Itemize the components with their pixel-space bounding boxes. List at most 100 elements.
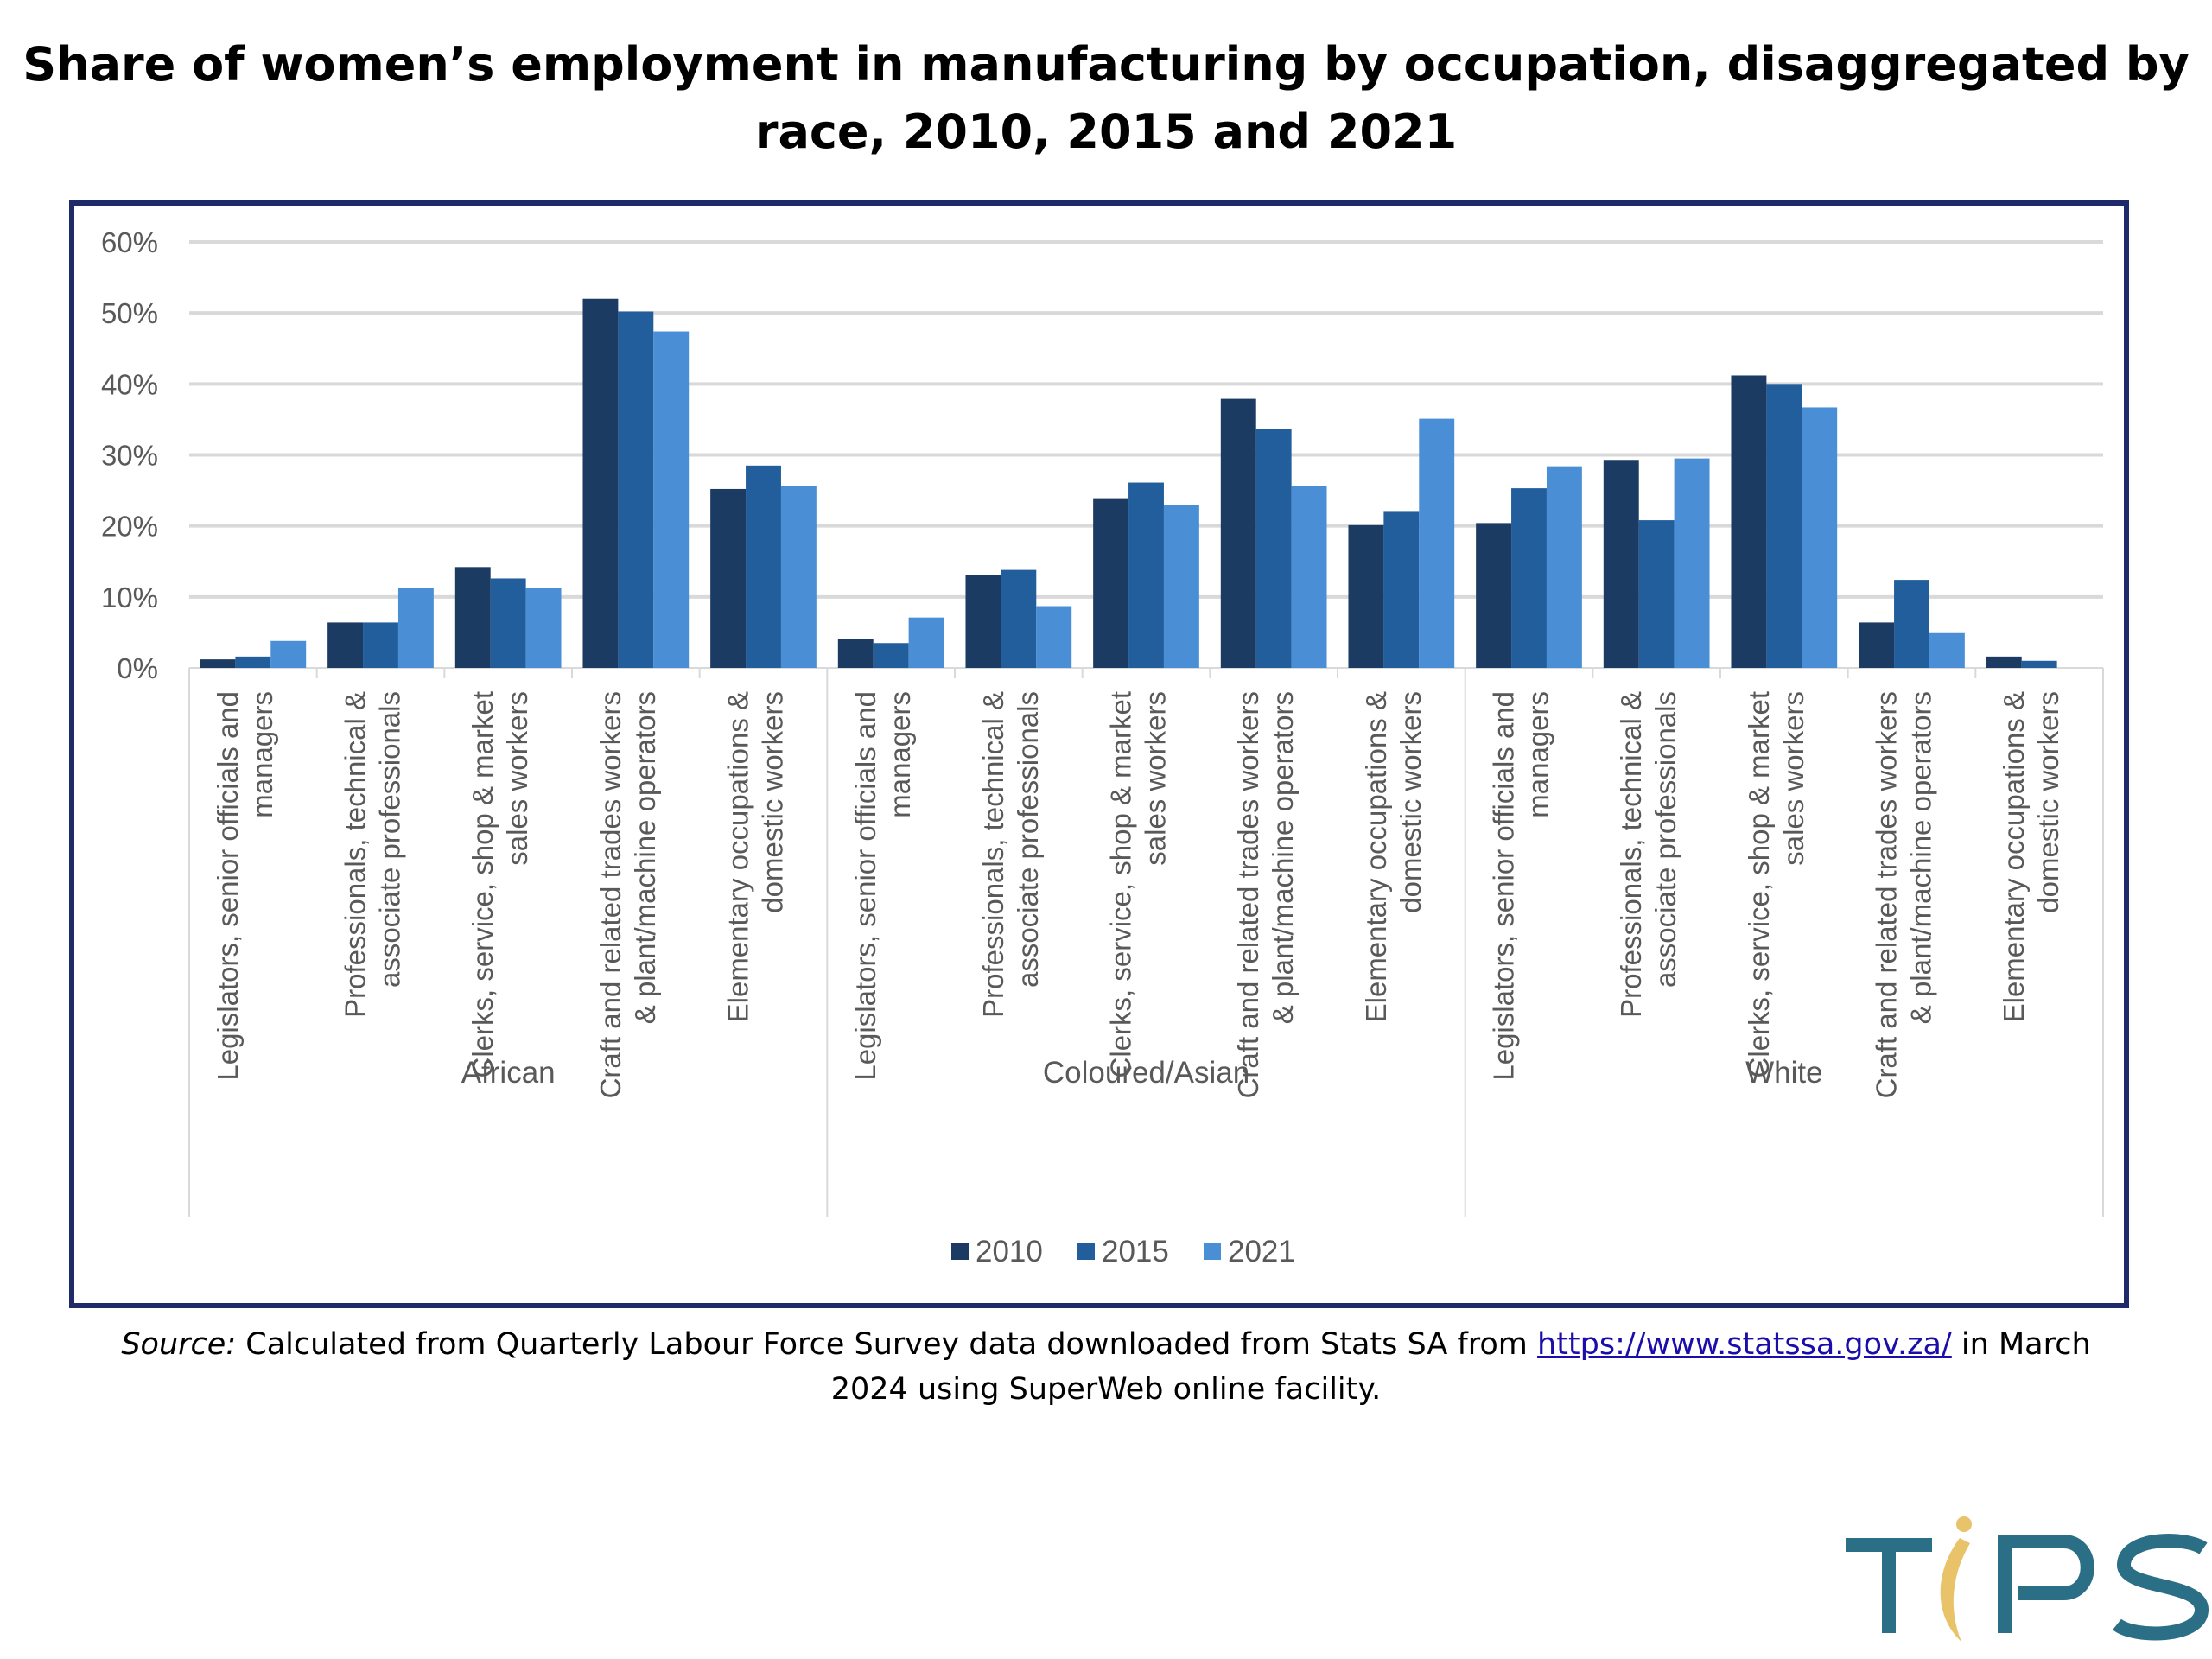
category-label: Professionals, technical & — [977, 691, 1009, 1018]
source-link[interactable]: https://www.statssa.gov.za/ — [1537, 1327, 1952, 1362]
bar-2015 — [490, 578, 526, 668]
group-label: Coloured/Asian — [1043, 1056, 1249, 1090]
logo-letter-s — [2113, 1534, 2209, 1641]
bar-2010 — [1731, 375, 1767, 668]
bar-2015 — [363, 622, 398, 668]
bar-2010 — [454, 567, 491, 668]
bar-2010 — [1220, 398, 1256, 668]
source-line-1: Source: Calculated from Quarterly Labour… — [0, 1322, 2212, 1367]
logo-letter-i-swoosh — [1940, 1538, 1970, 1642]
logo-letter-t-stem — [1882, 1538, 1896, 1633]
bar-2015 — [873, 643, 909, 668]
source-label: Source: — [121, 1327, 237, 1362]
bar-2015 — [2021, 660, 2057, 668]
chart-title-line-1: Share of women’s employment in manufactu… — [22, 37, 2190, 92]
bar-2021 — [1163, 505, 1199, 668]
category-label: Clerks, service, shop & market — [467, 691, 499, 1077]
bar-2021 — [780, 486, 817, 668]
group-label: African — [461, 1056, 556, 1090]
bar-2010 — [1476, 523, 1512, 668]
bar-2015 — [1383, 511, 1420, 668]
category-label: managers — [884, 691, 916, 818]
bar-2010 — [582, 298, 619, 668]
source-line-2: 2024 using SuperWeb online facility. — [830, 1372, 1382, 1407]
category-label: domestic workers — [757, 691, 789, 913]
y-tick-label: 40% — [101, 368, 158, 400]
y-tick-label: 10% — [101, 582, 158, 613]
y-tick-label: 0% — [117, 652, 158, 684]
bar-2021 — [653, 331, 690, 668]
category-label: Craft and related trades workers — [1871, 691, 1903, 1098]
chart-title: Share of women’s employment in manufactu… — [0, 31, 2212, 166]
category-label: & plant/machine operators — [1905, 691, 1937, 1024]
bar-2010 — [1093, 498, 1129, 668]
category-label: & plant/machine operators — [629, 691, 661, 1024]
bar-2015 — [1638, 520, 1675, 668]
category-label: Legislators, senior officials and — [849, 691, 881, 1081]
bar-2010 — [965, 575, 1001, 668]
bar-2010 — [1348, 524, 1384, 668]
bar-2015 — [235, 656, 271, 668]
legend-label-2021: 2021 — [1228, 1235, 1295, 1268]
bar-2021 — [397, 588, 434, 668]
category-label: Legislators, senior officials and — [1488, 691, 1520, 1081]
logo-letter-p — [1998, 1535, 2094, 1633]
category-label: associate professionals — [374, 691, 406, 988]
bar-2015 — [746, 465, 781, 668]
category-label: Craft and related trades workers — [594, 691, 626, 1098]
bar-2021 — [1036, 606, 1072, 668]
chart-title-line-2: race, 2010, 2015 and 2021 — [754, 105, 1458, 159]
bar-2021 — [1546, 466, 1582, 668]
category-label: Elementary occupations & — [722, 691, 754, 1022]
bar-chart: 0% 10% 20% 30% 40% 50% 60% Legislators, senior … — [101, 226, 2104, 1268]
bar-2010 — [1986, 656, 2022, 668]
category-label: Clerks, service, shop & market — [1105, 691, 1137, 1077]
source-text: Calculated from Quarterly Labour Force S… — [236, 1327, 1538, 1362]
bar-2015 — [1511, 488, 1547, 668]
bar-2021 — [525, 588, 562, 668]
category-label: Professionals, technical & — [1615, 691, 1647, 1018]
bar-2021 — [270, 640, 307, 668]
category-label: sales workers — [501, 691, 533, 866]
bar-2010 — [837, 639, 874, 668]
group-label: White — [1745, 1056, 1822, 1090]
bar-2015 — [618, 311, 654, 668]
bar-2010 — [327, 622, 364, 668]
category-label: Clerks, service, shop & market — [1743, 691, 1775, 1077]
source-note: Source: Calculated from Quarterly Labour… — [0, 1322, 2212, 1412]
legend-swatch-2010 — [951, 1243, 969, 1260]
bar-2015 — [1001, 569, 1037, 668]
legend-swatch-2021 — [1204, 1243, 1221, 1260]
category-label: associate professionals — [1649, 691, 1681, 988]
category-label: sales workers — [1140, 691, 1172, 866]
category-label: Elementary occupations & — [1360, 691, 1392, 1022]
logo-letter-i-dot — [1956, 1516, 1972, 1532]
category-label: managers — [246, 691, 278, 818]
category-label: Legislators, senior officials and — [212, 691, 244, 1081]
category-label: domestic workers — [2032, 691, 2064, 913]
chart-frame: 0% 10% 20% 30% 40% 50% 60% Legislators, senior … — [69, 200, 2129, 1308]
category-label: managers — [1522, 691, 1554, 818]
legend-label-2015: 2015 — [1102, 1235, 1169, 1268]
tips-logo — [1846, 1516, 2209, 1642]
y-tick-label: 20% — [101, 511, 158, 543]
bar-2021 — [1802, 407, 1838, 668]
bar-2021 — [1291, 486, 1327, 668]
bar-2021 — [1674, 458, 1710, 668]
category-label: Elementary occupations & — [1998, 691, 2030, 1022]
category-label: sales workers — [1777, 691, 1809, 866]
category-label: domestic workers — [1395, 691, 1427, 913]
bar-2010 — [200, 659, 236, 668]
bar-2015 — [1894, 580, 1929, 668]
bar-2021 — [1929, 632, 1965, 668]
category-label: associate professionals — [1012, 691, 1044, 988]
bar-2015 — [1128, 482, 1164, 668]
y-tick-label: 30% — [101, 440, 158, 472]
bar-2015 — [1766, 384, 1802, 668]
bar-2015 — [1255, 429, 1292, 668]
bar-2021 — [908, 617, 944, 668]
bar-2010 — [1603, 460, 1639, 668]
y-tick-label: 50% — [101, 297, 158, 329]
bar-2021 — [1419, 418, 1455, 668]
y-tick-label: 60% — [101, 226, 158, 258]
